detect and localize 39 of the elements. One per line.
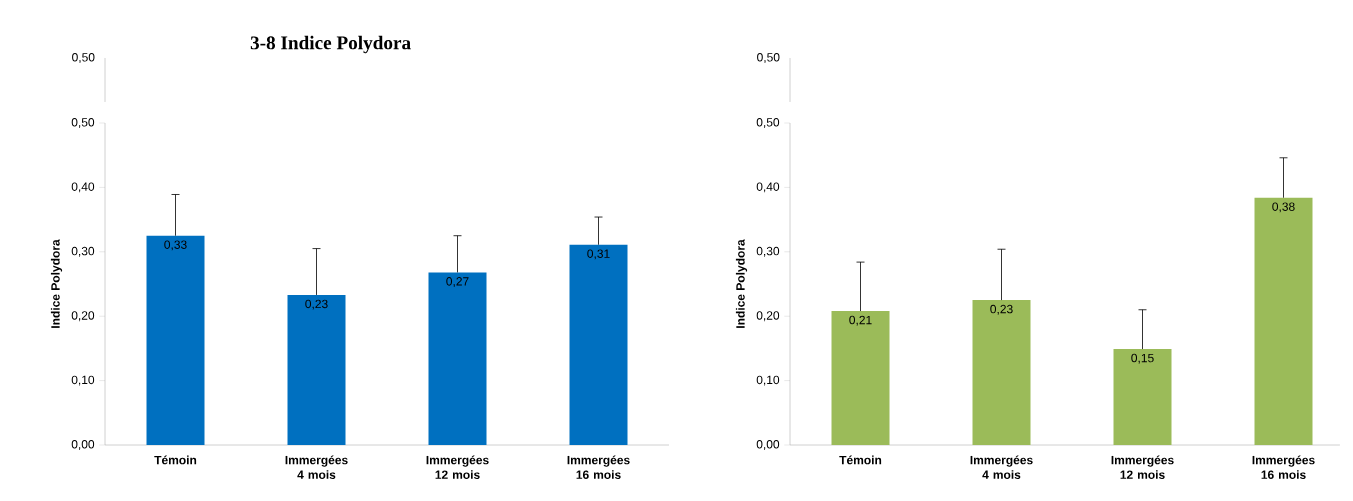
data-label: 0,21 xyxy=(849,315,872,326)
data-label: 0,15 xyxy=(1131,353,1154,364)
x-tick-label: Immergées 12 mois xyxy=(1111,455,1174,479)
x-tick-label: Immergées 12 mois xyxy=(426,455,489,479)
data-label: 0,23 xyxy=(990,304,1013,315)
bar xyxy=(831,311,890,445)
y-tick-label: 0,40 xyxy=(756,182,780,193)
y-tick-label: 0,20 xyxy=(71,311,95,322)
x-tick-label: Immergées 4 mois xyxy=(970,455,1033,479)
x-tick-label: Témoin xyxy=(839,455,882,465)
data-label: 0,33 xyxy=(164,240,187,251)
y-tick-label: 0,20 xyxy=(756,311,780,322)
y-tick-label: 0,00 xyxy=(71,440,95,450)
y-tick-label: 0,10 xyxy=(756,375,780,386)
bar xyxy=(146,235,205,445)
data-label: 0,23 xyxy=(305,299,328,310)
data-label: 0,31 xyxy=(587,249,610,260)
bar xyxy=(972,300,1031,445)
y-tick-label: 0,50 xyxy=(756,118,780,128)
y-tick-label: 0,40 xyxy=(71,182,95,193)
y-tick-label: 0,10 xyxy=(71,375,95,386)
y-axis-title: Indice Polydora xyxy=(50,239,63,328)
y-tick-label: 0,00 xyxy=(756,440,780,450)
data-label: 0,27 xyxy=(446,277,469,288)
bar xyxy=(287,294,346,445)
x-tick-label: Immergées 16 mois xyxy=(1252,455,1315,479)
data-label: 0,38 xyxy=(1272,202,1295,213)
bar xyxy=(428,272,487,445)
y-tick-label: 0,30 xyxy=(71,246,95,257)
bar xyxy=(1254,197,1313,445)
text: 3-8 Indice Polydora xyxy=(250,35,411,54)
y-tick-label: 0,50 xyxy=(71,118,95,128)
x-tick-label: Témoin xyxy=(154,455,197,465)
y-axis-title: Indice Polydora xyxy=(735,239,748,328)
x-tick-label: Immergées 16 mois xyxy=(567,455,630,479)
bar xyxy=(1113,349,1172,445)
bar xyxy=(569,244,628,445)
y-tick-label: 0,30 xyxy=(756,246,780,257)
x-tick-label: Immergées 4 mois xyxy=(285,455,348,479)
